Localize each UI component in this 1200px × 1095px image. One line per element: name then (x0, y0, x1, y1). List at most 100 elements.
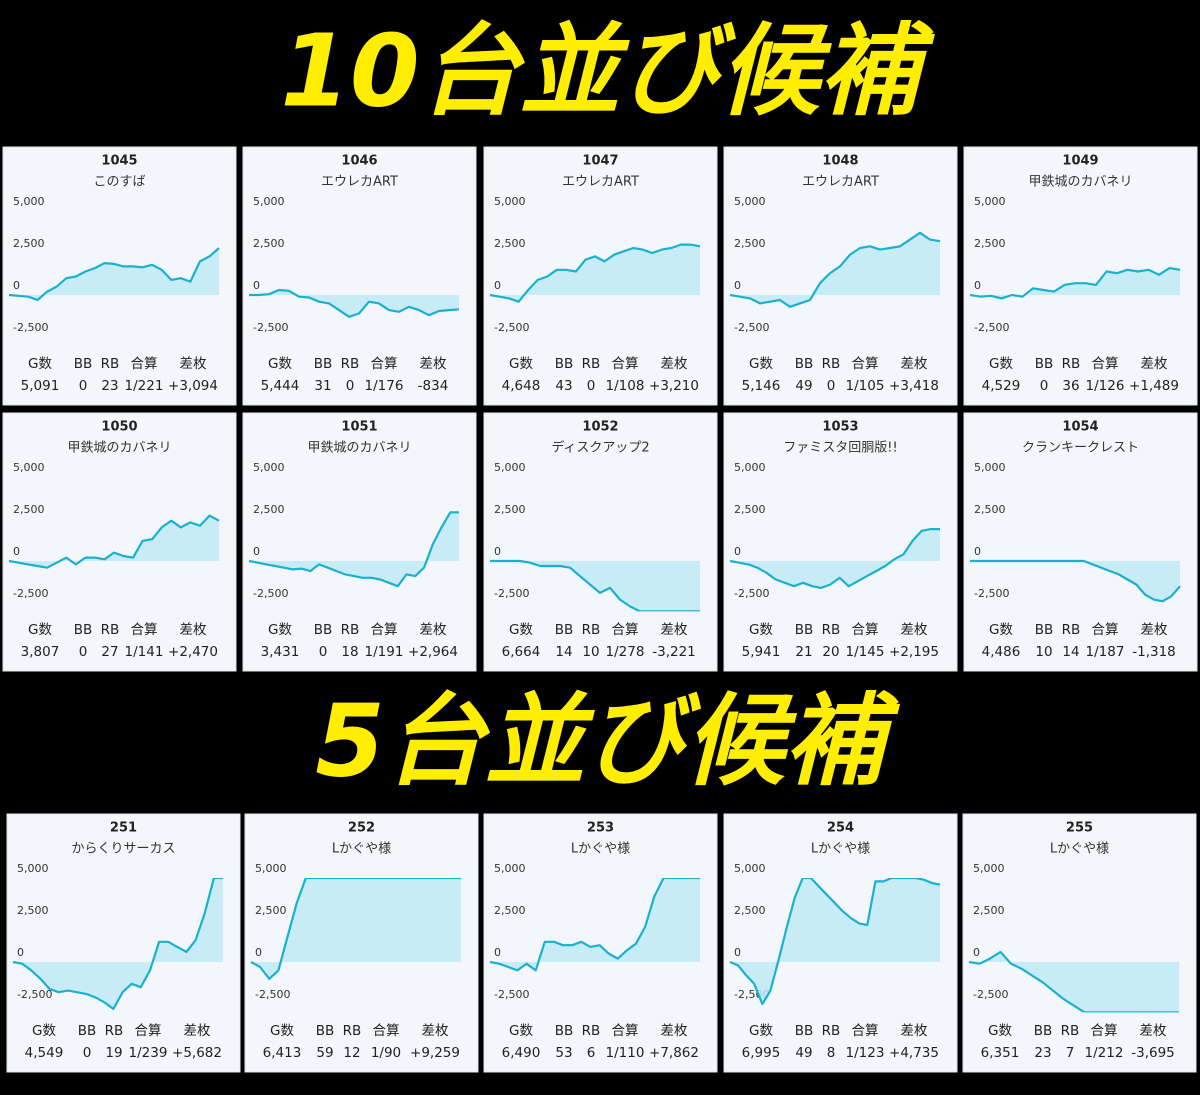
stat-value: 1/187 (1086, 644, 1125, 660)
stat-value: 1/239 (129, 1045, 168, 1061)
stat-value: 1/221 (125, 378, 164, 394)
y-tick-label: 5,000 (973, 862, 1005, 875)
y-tick-label: 2,500 (973, 904, 1005, 917)
stat-header: 差枚 (1141, 622, 1169, 638)
stat-header: G数 (28, 622, 52, 638)
card-title: 1045 (101, 154, 137, 169)
stat-value: 12 (343, 1045, 360, 1061)
y-tick-label: 0 (255, 946, 262, 959)
stat-value: 1/141 (125, 644, 164, 660)
card-subtitle: Lかぐや様 (332, 842, 391, 857)
stat-value: -1,318 (1132, 644, 1176, 660)
stat-value: 5,091 (21, 378, 60, 394)
y-tick-label: 0 (253, 545, 260, 558)
stat-header: RB (582, 356, 601, 372)
card-title: 1046 (341, 154, 377, 169)
y-tick-label: -2,500 (253, 321, 288, 334)
card-subtitle: Lかぐや様 (571, 842, 630, 857)
stat-header: G数 (749, 356, 773, 372)
stat-header: RB (1062, 356, 1081, 372)
stat-value: 1/145 (846, 644, 885, 660)
stat-header: 差枚 (1141, 356, 1169, 372)
y-tick-label: 0 (973, 946, 980, 959)
area (730, 232, 940, 307)
stat-header: 合算 (131, 622, 158, 638)
stat-value: 1/176 (365, 378, 404, 394)
line (729, 878, 941, 1006)
stat-header: G数 (988, 1023, 1012, 1039)
stat-header: RB (822, 622, 841, 638)
stat-header: 合算 (371, 622, 398, 638)
stat-header: 合算 (135, 1023, 162, 1039)
stat-value: 1/191 (365, 644, 404, 660)
y-tick-label: 2,500 (17, 904, 49, 917)
y-tick-label: 5,000 (734, 195, 766, 208)
y-tick-label: 2,500 (13, 237, 45, 250)
stat-value: +3,418 (889, 378, 939, 394)
stat-value: 3,807 (21, 644, 60, 660)
y-tick-label: 5,000 (494, 461, 526, 474)
stat-value: 0 (319, 644, 328, 660)
stat-value: 1/278 (606, 644, 645, 660)
area (490, 561, 700, 612)
stat-value: 1/212 (1085, 1045, 1124, 1061)
stat-value: 10 (582, 644, 599, 660)
line (248, 511, 459, 588)
card-subtitle: エウレカART (321, 175, 398, 190)
y-tick-label: 0 (13, 279, 20, 292)
y-tick-label: -2,500 (734, 321, 769, 334)
stat-header: 差枚 (661, 356, 689, 372)
stat-header: 合算 (373, 1023, 400, 1039)
stat-header: 合算 (852, 622, 879, 638)
stat-header: 合算 (1092, 356, 1119, 372)
stat-value: 27 (101, 644, 118, 660)
y-tick-label: 0 (13, 545, 20, 558)
y-tick-label: 5,000 (974, 461, 1006, 474)
card-title: 252 (348, 821, 375, 836)
stat-value: 8 (827, 1045, 836, 1061)
area (490, 878, 700, 971)
card (483, 412, 718, 672)
stat-value: +3,210 (649, 378, 699, 394)
stat-header: BB (1035, 356, 1054, 372)
y-tick-label: 0 (17, 946, 24, 959)
y-tick-label: 5,000 (17, 862, 49, 875)
y-tick-label: 2,500 (253, 237, 285, 250)
stat-header: 差枚 (901, 356, 929, 372)
stat-value: 36 (1062, 378, 1079, 394)
card-title: 1051 (341, 420, 377, 435)
stat-value: 0 (79, 644, 88, 660)
line (12, 878, 223, 1011)
stat-value: +2,964 (408, 644, 458, 660)
stat-header: BB (1034, 1023, 1053, 1039)
stat-header: RB (343, 1023, 362, 1039)
stat-header: 合算 (1092, 622, 1119, 638)
area (730, 878, 940, 1004)
card-title: 1052 (582, 420, 618, 435)
stat-header: BB (78, 1023, 97, 1039)
area (969, 951, 1179, 1013)
card-subtitle: 甲鉄城のカバネリ (1028, 175, 1132, 190)
y-tick-label: 2,500 (494, 503, 526, 516)
y-tick-label: 5,000 (494, 195, 526, 208)
stat-value: 1/110 (606, 1045, 645, 1061)
line (970, 559, 1181, 603)
card-subtitle: Lかぐや様 (1050, 842, 1109, 857)
y-tick-label: 5,000 (494, 862, 526, 875)
y-tick-label: 2,500 (253, 503, 285, 516)
stat-header: G数 (270, 1023, 294, 1039)
card (962, 813, 1197, 1073)
stat-value: 3,431 (261, 644, 300, 660)
stat-header: RB (341, 622, 360, 638)
stat-value: 0 (827, 378, 836, 394)
y-tick-label: 0 (734, 946, 741, 959)
stat-header: G数 (749, 1023, 773, 1039)
stat-header: 差枚 (180, 622, 207, 638)
stat-header: BB (74, 622, 93, 638)
y-tick-label: 2,500 (734, 237, 766, 250)
stat-value: 6,664 (502, 644, 541, 660)
stat-value: 1/105 (846, 378, 885, 394)
y-tick-label: 0 (974, 279, 981, 292)
stat-value: 0 (1040, 378, 1049, 394)
stat-header: RB (101, 622, 120, 638)
